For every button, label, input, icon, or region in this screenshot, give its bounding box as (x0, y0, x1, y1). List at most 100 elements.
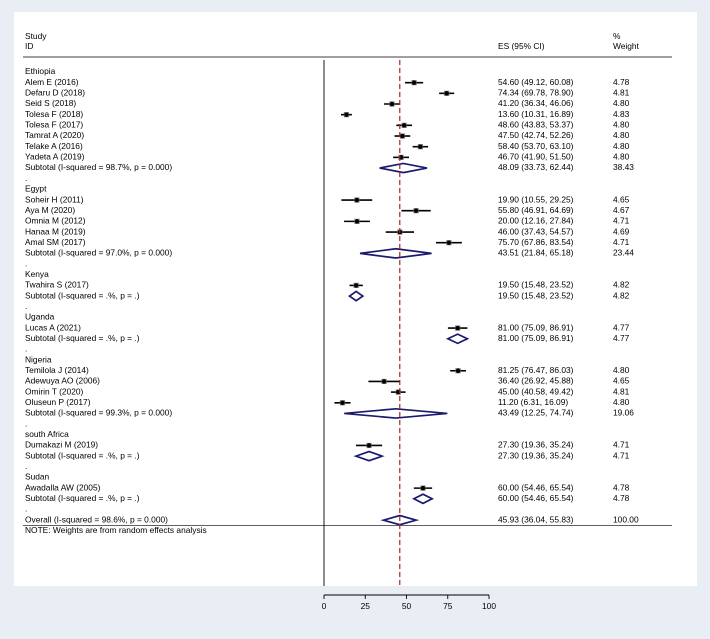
point-estimate (354, 197, 360, 203)
study-label: Soheir H (2011) (25, 194, 84, 204)
study-label: Tolesa F (2017) (25, 120, 83, 130)
subtotal-diamond (353, 450, 385, 462)
point-estimate (446, 240, 452, 245)
point-estimate (344, 112, 349, 117)
group-label: Uganda (25, 312, 55, 322)
es-ci-value: 19.50 (15.48, 23.52) (498, 280, 574, 290)
es-ci-value: 19.50 (15.48, 23.52) (498, 290, 574, 300)
study-label: Hanaa M (2019) (25, 226, 86, 236)
study-label: Aya M (2020) (25, 205, 75, 215)
point-estimate (413, 208, 419, 213)
subtotal-diamond (344, 407, 448, 419)
study-label: Omnia M (2012) (25, 216, 86, 226)
group-label: south Africa (25, 429, 69, 439)
study-label: Alem E (2016) (25, 77, 79, 87)
point-estimate (354, 219, 360, 224)
weight-value: 4.65 (613, 376, 630, 386)
x-tick-label: 25 (361, 601, 371, 611)
weight-value: 4.80 (613, 98, 630, 108)
point-estimate (455, 325, 460, 331)
es-ci-value: 43.51 (21.84, 65.18) (498, 248, 574, 258)
point-estimate (381, 379, 387, 384)
dot-label: . (25, 504, 27, 514)
es-ci-value: 20.00 (12.16, 27.84) (498, 216, 574, 226)
dot-label: . (25, 301, 27, 311)
dot-label: . (25, 344, 27, 354)
es-ci-value: 54.60 (49.12, 60.08) (498, 77, 574, 87)
weight-value: 4.71 (613, 216, 630, 226)
group-label: Kenya (25, 269, 49, 279)
study-label: Awadalla AW (2005) (25, 482, 101, 492)
es-ci-value: 43.49 (12.25, 74.74) (498, 408, 574, 418)
weight-value: 4.80 (613, 397, 630, 407)
subtotal-label: Subtotal (I-squared = .%, p = .) (25, 333, 140, 343)
es-ci-value: 74.34 (69.78, 78.90) (498, 88, 574, 98)
subtotal-diamond (379, 162, 428, 174)
es-ci-value: 60.00 (54.46, 65.54) (498, 493, 574, 503)
group-label: Egypt (25, 184, 47, 194)
header-percent: % (613, 31, 621, 41)
point-estimate (455, 368, 461, 373)
dot-label: . (25, 461, 27, 471)
weight-value: 4.81 (613, 88, 630, 98)
weight-value: 4.83 (613, 109, 630, 119)
es-ci-value: 45.93 (36.04, 55.83) (498, 514, 574, 524)
study-label: Adewuya AO (2006) (25, 376, 100, 386)
study-label: Twahira S (2017) (25, 280, 89, 290)
es-ci-value: 11.20 (6.31, 16.09) (498, 397, 568, 407)
study-label: Seid S (2018) (25, 98, 76, 108)
subtotal-diamond (411, 493, 435, 505)
header-es-ci: ES (95% CI) (498, 41, 545, 51)
es-ci-value: 46.70 (41.90, 51.50) (498, 152, 574, 162)
subtotal-label: Subtotal (I-squared = .%, p = .) (25, 450, 140, 460)
study-label: Tamrat A (2020) (25, 130, 84, 140)
dot-label: . (25, 173, 27, 183)
weight-value: 4.65 (613, 194, 630, 204)
study-label: Lucas A (2021) (25, 322, 81, 332)
x-tick-label: 0 (322, 601, 327, 611)
note-label: NOTE: Weights are from random effects an… (25, 525, 207, 535)
es-ci-value: 48.60 (43.83, 53.37) (498, 120, 574, 130)
weight-value: 4.69 (613, 226, 630, 236)
point-estimate (411, 80, 417, 85)
study-label: Oluseun P (2017) (25, 397, 91, 407)
weight-value: 38.43 (613, 162, 634, 172)
study-label: Telake A (2016) (25, 141, 83, 151)
weight-value: 4.81 (613, 386, 630, 396)
study-label: Defaru D (2018) (25, 88, 85, 98)
point-estimate (389, 101, 395, 107)
weight-value: 4.78 (613, 77, 630, 87)
es-ci-value: 36.40 (26.92, 45.88) (498, 376, 574, 386)
weight-value: 4.80 (613, 141, 630, 151)
weight-value: 4.71 (613, 237, 630, 247)
study-label: Yadeta A (2019) (25, 152, 85, 162)
group-label: Ethiopia (25, 66, 56, 76)
weight-value: 4.77 (613, 333, 630, 343)
header-weight: Weight (613, 41, 640, 51)
weight-value: 4.80 (613, 152, 630, 162)
weight-value: 23.44 (613, 248, 634, 258)
overall-diamond (380, 514, 420, 526)
weight-value: 4.80 (613, 120, 630, 130)
weight-value: 4.71 (613, 450, 630, 460)
point-estimate (444, 91, 449, 96)
x-tick-label: 75 (443, 601, 453, 611)
point-estimate (401, 123, 407, 128)
es-ci-value: 81.00 (75.09, 86.91) (498, 322, 574, 332)
subtotal-diamond (359, 247, 432, 259)
subtotal-label: Subtotal (I-squared = .%, p = .) (25, 290, 140, 300)
point-estimate (340, 400, 345, 405)
subtotal-diamond (445, 333, 470, 345)
group-label: Nigeria (25, 354, 52, 364)
es-ci-value: 27.30 (19.36, 35.24) (498, 440, 574, 450)
study-label: Amal SM (2017) (25, 237, 86, 247)
study-label: Temilola J (2014) (25, 365, 89, 375)
point-estimate (353, 283, 359, 288)
study-label: Tolesa F (2018) (25, 109, 83, 119)
subtotal-label: Subtotal (I-squared = 99.3%, p = 0.000) (25, 408, 172, 418)
point-estimate (418, 144, 423, 149)
es-ci-value: 13.60 (10.31, 16.89) (498, 109, 574, 119)
es-ci-value: 60.00 (54.46, 65.54) (498, 482, 574, 492)
es-ci-value: 45.00 (40.58, 49.42) (498, 386, 574, 396)
